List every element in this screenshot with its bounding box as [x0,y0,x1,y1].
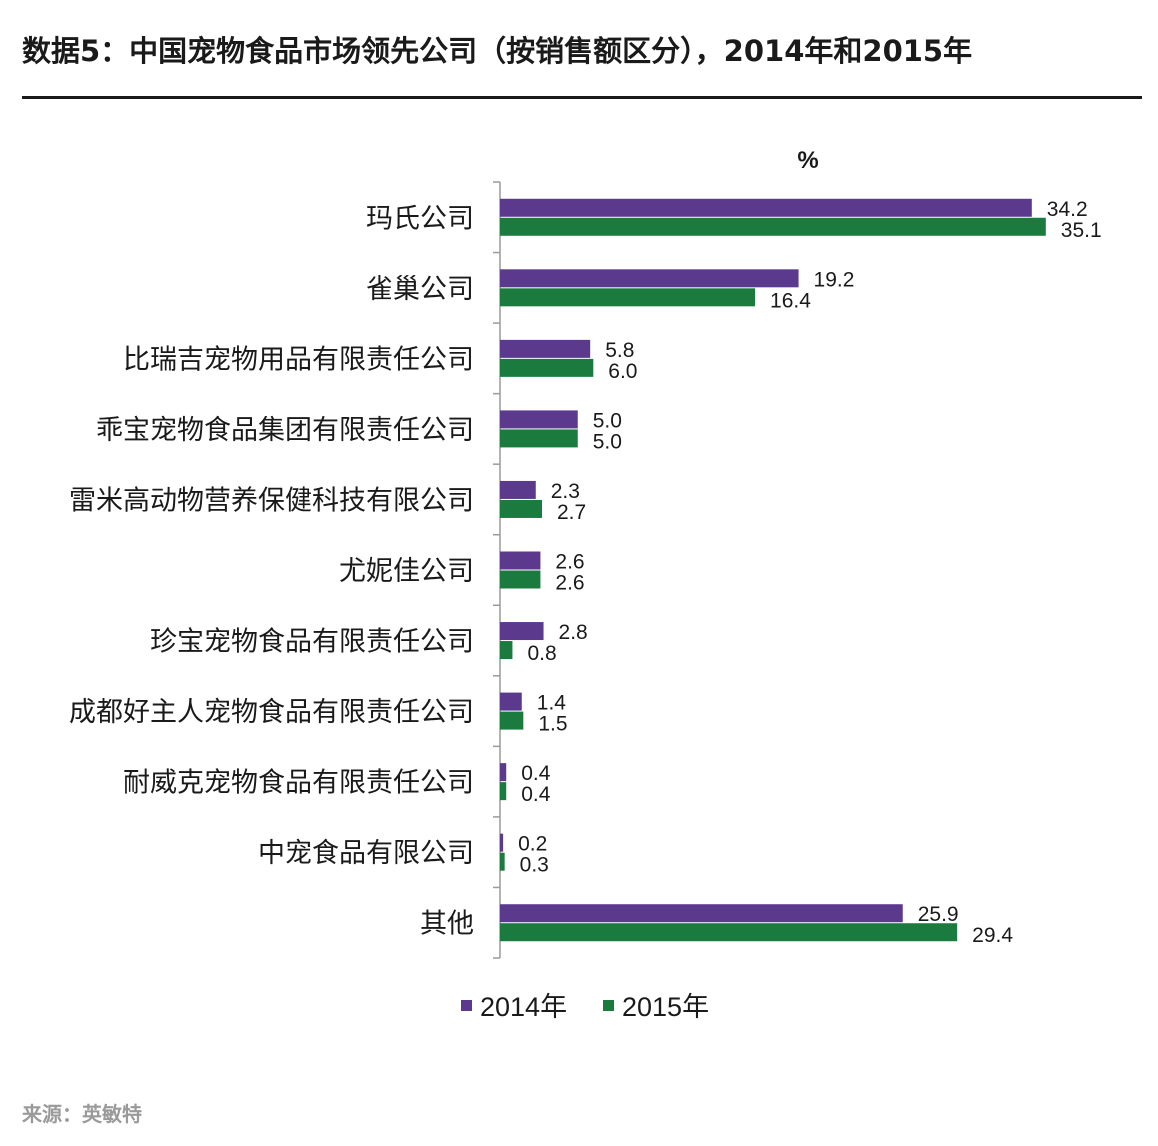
data-label: 0.3 [520,854,549,877]
bar-2015 [500,358,594,377]
bar-2015 [500,641,513,660]
bar-2014 [500,339,591,358]
category-label: 其他 [420,909,474,940]
data-label: 5.0 [593,430,622,453]
title-divider [22,96,1142,99]
bar-chart: % 34.235.119.216.45.86.05.05.02.32.72.62… [69,147,1102,1022]
legend-label: 2014年 [480,992,567,1022]
data-label: 0.4 [521,783,551,806]
bar-2014 [500,904,903,923]
bar-2014 [500,551,541,570]
bar-2015 [500,429,578,448]
category-label: 雀巢公司 [366,274,474,305]
legend-label: 2015年 [622,992,709,1022]
page-title: 数据5：中国宠物食品市场领先公司（按销售额区分），2014年和2015年 [22,34,973,68]
category-label: 珍宝宠物食品有限责任公司 [150,627,474,658]
bar-2014 [500,480,536,499]
category-label: 尤妮佳公司 [339,556,474,587]
bar-2014 [500,622,544,641]
bar-2014 [500,410,578,429]
data-label: 0.2 [518,833,547,856]
bar-2014 [500,198,1032,217]
data-label: 19.2 [814,268,855,291]
bar-2015 [500,852,505,871]
legend-swatch [603,1000,614,1011]
data-label: 5.8 [605,339,634,362]
data-label: 5.0 [593,409,622,432]
category-labels: 玛氏公司雀巢公司比瑞吉宠物用品有限责任公司乖宝宠物食品集团有限责任公司雷米高动物… [69,203,474,939]
bar-2014 [500,833,504,852]
category-label: 比瑞吉宠物用品有限责任公司 [123,344,474,375]
data-label: 2.6 [555,572,584,595]
bar-2015 [500,711,524,730]
bars: 34.235.1 19.216.4 5.86.0 5.05.0 2.32.7 2.62.6… [500,198,1102,947]
category-label: 中宠食品有限公司 [258,838,474,869]
data-label: 2.8 [559,621,588,644]
legend-swatch [461,1000,472,1011]
y-axis [493,181,501,959]
data-label: 2.3 [551,480,580,503]
source-note: 来源：英敏特 [22,1102,142,1126]
bar-2014 [500,763,507,782]
bar-2015 [500,782,507,801]
data-label: 6.0 [608,360,637,383]
bar-2015 [500,570,541,589]
category-label: 玛氏公司 [366,203,474,234]
bar-2015 [500,499,542,518]
data-label: 1.5 [538,713,567,736]
category-label: 耐威克宠物食品有限责任公司 [123,768,474,799]
bar-2015 [500,923,958,942]
data-label: 35.1 [1061,219,1102,242]
data-label: 2.7 [557,501,586,524]
bar-2014 [500,692,522,711]
data-label: 2.6 [555,551,584,574]
data-label: 25.9 [918,903,959,926]
category-label: 成都好主人宠物食品有限责任公司 [69,697,474,728]
bar-2015 [500,288,756,307]
unit-label: % [797,147,818,174]
data-label: 34.2 [1047,198,1088,221]
data-label: 0.4 [521,762,551,785]
category-label: 雷米高动物营养保健科技有限公司 [69,485,474,516]
data-label: 0.8 [527,642,556,665]
data-label: 29.4 [972,924,1013,947]
bar-2014 [500,269,799,288]
category-label: 乖宝宠物食品集团有限责任公司 [96,415,474,446]
data-label: 16.4 [770,289,811,312]
bar-2015 [500,217,1046,236]
legend: 2014年 2015年 [461,992,709,1022]
data-label: 1.4 [537,692,567,715]
